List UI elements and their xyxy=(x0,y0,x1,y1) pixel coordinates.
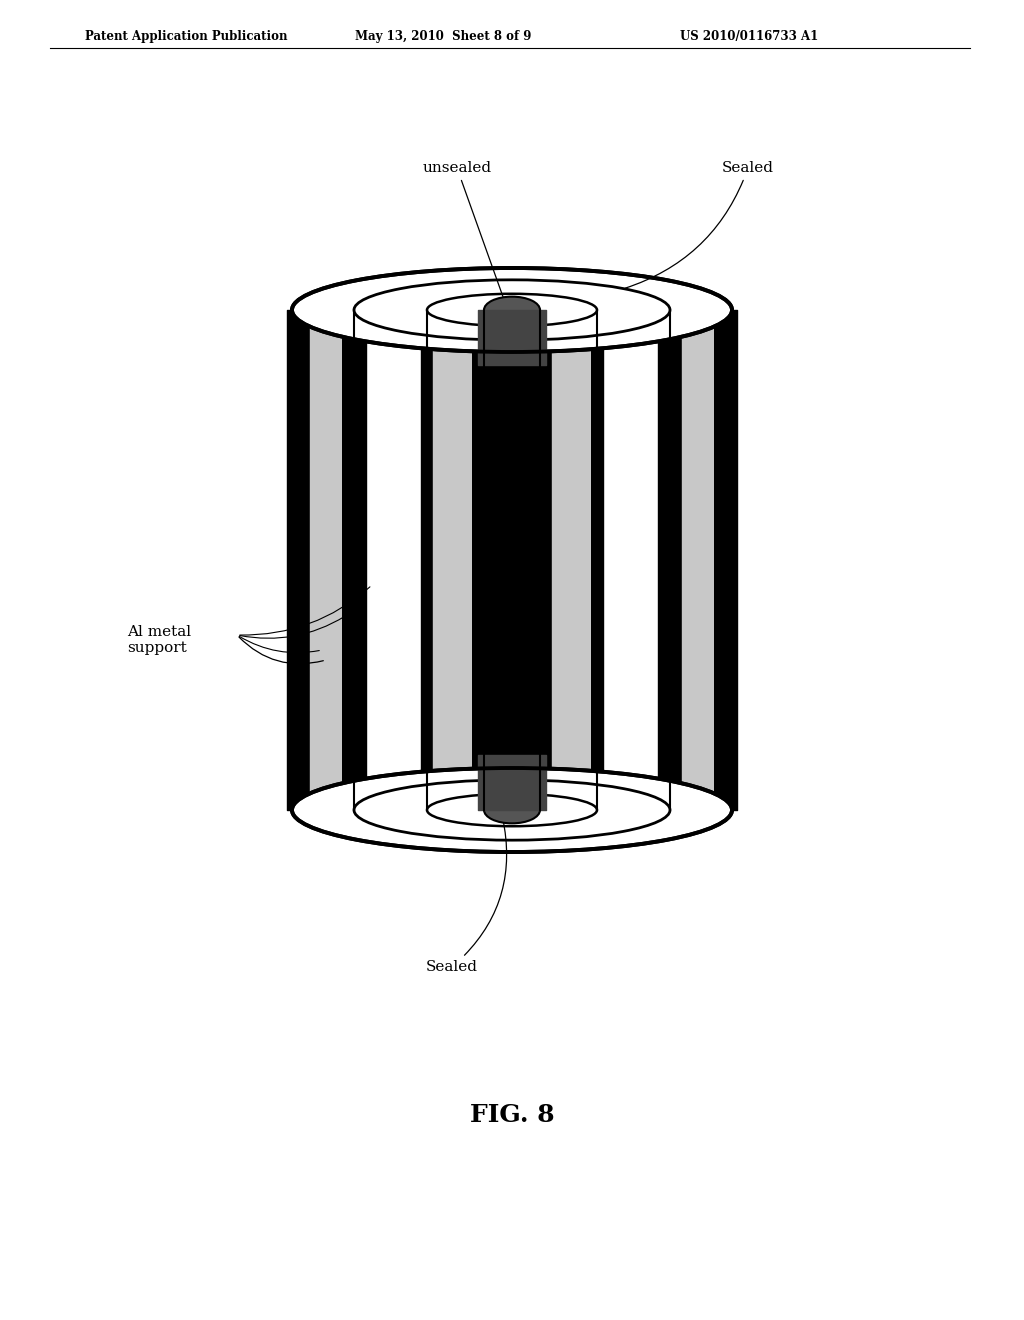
Ellipse shape xyxy=(292,768,732,851)
Text: Al metal
support: Al metal support xyxy=(127,624,191,655)
Text: Sealed: Sealed xyxy=(426,817,507,974)
Text: FIG. 8: FIG. 8 xyxy=(470,1104,554,1127)
Bar xyxy=(682,310,714,810)
Ellipse shape xyxy=(292,268,732,352)
Text: Patent Application Publication: Patent Application Publication xyxy=(85,30,288,44)
Ellipse shape xyxy=(484,797,540,824)
Text: unsealed: unsealed xyxy=(423,161,506,305)
Text: US 2010/0116733 A1: US 2010/0116733 A1 xyxy=(680,30,818,44)
Ellipse shape xyxy=(484,297,540,323)
Bar xyxy=(552,310,591,810)
Bar xyxy=(433,310,472,810)
Text: Sealed: Sealed xyxy=(626,161,774,288)
Bar xyxy=(310,310,342,810)
Text: May 13, 2010  Sheet 8 of 9: May 13, 2010 Sheet 8 of 9 xyxy=(355,30,531,44)
